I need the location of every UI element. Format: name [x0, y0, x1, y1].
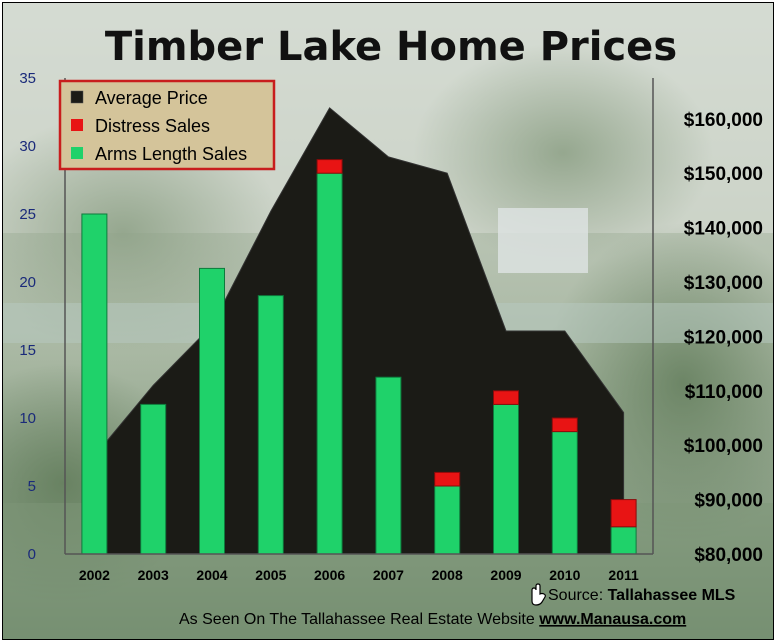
left-tick-label: 10 — [19, 410, 36, 427]
x-tick-label: 2002 — [79, 567, 110, 583]
footer-link[interactable]: www.Manausa.com — [538, 611, 686, 628]
left-tick-label: 35 — [19, 70, 36, 87]
footer-line: As Seen On The Tallahassee Real Estate W… — [179, 611, 686, 628]
svg-text:Source: Tallahassee MLS: Source: Tallahassee MLS — [548, 587, 736, 604]
bar-arms-length-2004 — [199, 267, 225, 555]
x-tick-label: 2004 — [196, 567, 227, 583]
x-tick-label: 2007 — [373, 567, 404, 583]
bar-arms-length-2009 — [493, 403, 519, 555]
right-tick-label: $150,000 — [684, 164, 763, 185]
right-tick-label: $140,000 — [684, 219, 763, 240]
right-tick-label: $100,000 — [684, 436, 763, 457]
bar-distress-2009 — [493, 390, 519, 405]
right-tick-label: $90,000 — [694, 491, 763, 512]
left-tick-label: 15 — [19, 342, 36, 359]
left-tick-label: 5 — [28, 478, 36, 495]
x-tick-label: 2003 — [138, 567, 169, 583]
pointing-hand-icon — [531, 583, 546, 606]
average-price-area — [93, 107, 625, 555]
bar-arms-length-2010 — [551, 431, 578, 555]
x-tick-label: 2006 — [314, 567, 345, 583]
legend-label-average-price: Average Price — [95, 88, 208, 108]
chart-title: Timber Lake Home Prices — [105, 24, 677, 70]
legend-label-arms-length-sales: Arms Length Sales — [95, 144, 247, 164]
legend-swatch-arms-length-sales — [71, 147, 83, 159]
bar-distress-2010 — [551, 417, 578, 433]
bar-arms-length-2002 — [81, 213, 108, 555]
source-label: Source: — [548, 587, 608, 604]
left-tick-label: 25 — [19, 206, 36, 223]
bar-arms-length-2005 — [257, 295, 284, 555]
bar-arms-length-2007 — [375, 376, 402, 555]
legend-swatch-distress-sales — [71, 119, 83, 131]
left-tick-label: 20 — [19, 274, 36, 291]
right-tick-label: $120,000 — [684, 327, 763, 348]
left-tick-label: 30 — [19, 138, 36, 155]
x-tick-label: 2008 — [432, 567, 463, 583]
legend-label-distress-sales: Distress Sales — [95, 116, 210, 136]
footer-text: As Seen On The Tallahassee Real Estate W… — [179, 611, 539, 628]
left-tick-label: 0 — [28, 546, 36, 563]
bar-arms-length-2003 — [140, 403, 167, 555]
bar-arms-length-2011 — [610, 526, 637, 555]
bar-arms-length-2006 — [316, 172, 343, 555]
bar-arms-length-2008 — [434, 485, 461, 555]
bar-distress-2008 — [434, 471, 461, 487]
chart-svg: 0 5 10 15 20 25 30 35 $80,000 $90,000 $100,000 $110… — [19, 24, 763, 628]
x-tick-label: 2009 — [490, 567, 521, 583]
right-tick-label: $110,000 — [685, 382, 763, 403]
legend: Average Price Distress Sales Arms Length… — [58, 79, 276, 171]
tick-layer: 0 5 10 15 20 25 30 35 $80,000 $90,000 $100,000 $110… — [19, 70, 763, 583]
legend-swatch-average-price — [70, 90, 84, 104]
bar-distress-2011 — [610, 499, 637, 528]
bar-distress-2006 — [316, 159, 343, 174]
right-tick-label: $80,000 — [694, 545, 763, 566]
average-price-area-layer — [93, 107, 625, 555]
source-line: Source: Tallahassee MLS — [531, 583, 736, 606]
source-name: Tallahassee MLS — [608, 587, 736, 604]
right-tick-label: $130,000 — [684, 273, 763, 294]
x-tick-label: 2005 — [255, 567, 286, 583]
x-tick-label: 2010 — [549, 567, 580, 583]
legend-box — [58, 79, 276, 171]
x-tick-label: 2011 — [608, 567, 639, 583]
right-tick-label: $160,000 — [684, 110, 763, 131]
